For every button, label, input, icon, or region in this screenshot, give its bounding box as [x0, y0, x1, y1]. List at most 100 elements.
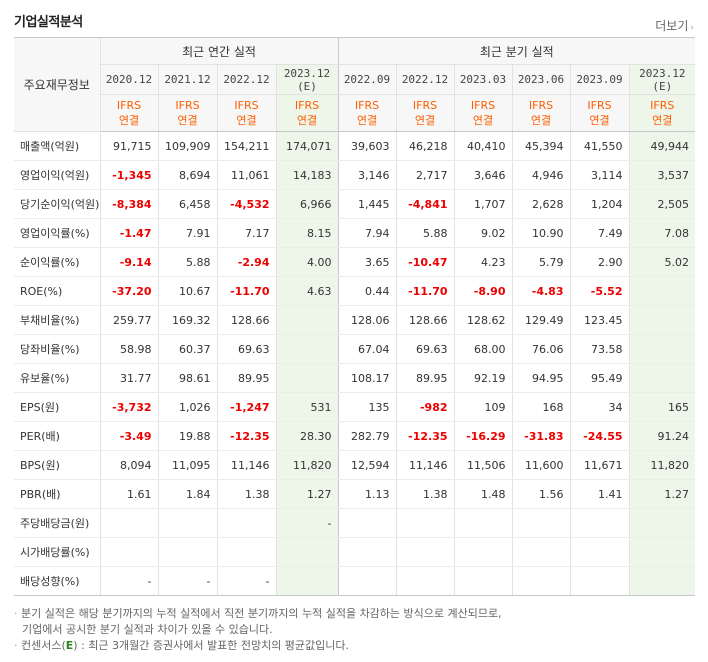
- table-cell: [337, 566, 396, 596]
- table-cell: [395, 537, 454, 567]
- table-row: 시가배당률(%): [14, 537, 696, 567]
- more-label: 더보기: [655, 19, 689, 33]
- table-cell: 6,458: [157, 189, 217, 219]
- table-cell: 11,146: [395, 450, 454, 480]
- table-cell: [157, 537, 217, 567]
- chevron-right-icon: ›: [690, 23, 694, 33]
- section-title: 기업실적분석: [14, 15, 83, 30]
- table-cell: 41,550: [569, 131, 629, 161]
- row-label: 유보율(%): [14, 363, 100, 393]
- table-cell: 11,146: [216, 450, 276, 480]
- table-cell: [275, 566, 338, 596]
- table-cell: [275, 363, 338, 393]
- period-header: 2022.12: [216, 64, 276, 95]
- table-cell: 7.17: [216, 218, 276, 248]
- table-cell: 91,715: [99, 131, 158, 161]
- table-cell: -8,384: [99, 189, 158, 219]
- table-cell: 11,061: [216, 160, 276, 190]
- table-cell: 128.66: [395, 305, 454, 335]
- period-header: 2023.09: [569, 64, 629, 95]
- table-row: EPS(원) -3,732 1,026 -1,247 531 135 -982 109 168 3…: [14, 392, 696, 422]
- table-cell: 5.88: [395, 218, 454, 248]
- table-cell: [511, 566, 570, 596]
- table-cell: 4.23: [453, 247, 512, 277]
- table-cell: 154,211: [216, 131, 276, 161]
- table-cell: 46,218: [395, 131, 454, 161]
- table-cell: 168: [511, 392, 570, 422]
- table-cell: [628, 334, 696, 364]
- table-cell: 1.27: [275, 479, 338, 509]
- period-header: 2022.09: [337, 64, 396, 95]
- table-cell: -9.14: [99, 247, 158, 277]
- table-cell: -5.52: [569, 276, 629, 306]
- table-cell: 259.77: [99, 305, 158, 335]
- table-cell: -11.70: [216, 276, 276, 306]
- table-cell: 31.77: [99, 363, 158, 393]
- table-cell: -4,841: [395, 189, 454, 219]
- table-row: 영업이익(억원) -1,345 8,694 11,061 14,183 3,146 2,71…: [14, 160, 696, 190]
- row-label: 당기순이익(억원): [14, 189, 100, 219]
- table-cell: 1.13: [337, 479, 396, 509]
- table-cell: 7.91: [157, 218, 217, 248]
- table-row: 부채비율(%) 259.77 169.32 128.66 128.06 128.66 128…: [14, 305, 696, 335]
- table-cell: 3,537: [628, 160, 696, 190]
- table-cell: 3,646: [453, 160, 512, 190]
- ifrs-label: IFRS 연결: [99, 94, 158, 132]
- table-cell: 69.63: [216, 334, 276, 364]
- table-cell: 3.65: [337, 247, 396, 277]
- table-cell: 1.38: [395, 479, 454, 509]
- row-label: 영업이익률(%): [14, 218, 100, 248]
- table-cell: 531: [275, 392, 338, 422]
- table-cell: 92.19: [453, 363, 512, 393]
- table-cell: -10.47: [395, 247, 454, 277]
- table-cell: [337, 537, 396, 567]
- row-label: 부채비율(%): [14, 305, 100, 335]
- table-cell: -24.55: [569, 421, 629, 451]
- table-cell: 1,204: [569, 189, 629, 219]
- period-header: 2023.06: [511, 64, 570, 95]
- table-cell: -31.83: [511, 421, 570, 451]
- row-label: ROE(%): [14, 276, 100, 306]
- table-row: ROE(%) -37.20 10.67 -11.70 4.63 0.44 -11.70 -8.…: [14, 276, 696, 306]
- table-cell: -3.49: [99, 421, 158, 451]
- row-label: 영업이익(억원): [14, 160, 100, 190]
- table-cell: 12,594: [337, 450, 396, 480]
- table-row: PER(배) -3.49 19.88 -12.35 28.30 282.79 -12.35-…: [14, 421, 696, 451]
- table-cell: 129.49: [511, 305, 570, 335]
- table-cell: [216, 537, 276, 567]
- table-cell: 4,946: [511, 160, 570, 190]
- table-cell: 2,628: [511, 189, 570, 219]
- table-cell: 10.90: [511, 218, 570, 248]
- row-label: EPS(원): [14, 392, 100, 422]
- table-cell: 1.38: [216, 479, 276, 509]
- estimate-mark: E: [65, 639, 74, 652]
- table-cell: 169.32: [157, 305, 217, 335]
- table-cell: 7.94: [337, 218, 396, 248]
- financial-table: 주요재무정보 최근 연간 실적 최근 분기 실적 2020.12 2021.12 2…: [14, 37, 696, 596]
- table-cell: 128.06: [337, 305, 396, 335]
- row-label: 시가배당률(%): [14, 537, 100, 567]
- table-cell: 8,094: [99, 450, 158, 480]
- more-link[interactable]: 더보기 ›: [655, 17, 694, 34]
- ifrs-label: IFRS 연결: [511, 94, 570, 132]
- table-cell: [99, 537, 158, 567]
- table-cell: [569, 508, 629, 538]
- ifrs-label: IFRS 연결: [216, 94, 276, 132]
- table-cell: 11,671: [569, 450, 629, 480]
- ifrs-label: IFRS 연결: [337, 94, 396, 132]
- row-label: 당좌비율(%): [14, 334, 100, 364]
- ifrs-label: IFRS 연결: [275, 94, 338, 132]
- table-cell: 0.44: [337, 276, 396, 306]
- financial-table-body: 매출액(억원) 91,715 109,909 154,211 174,071 39,603…: [14, 131, 696, 596]
- table-cell: [511, 508, 570, 538]
- table-cell: -37.20: [99, 276, 158, 306]
- table-row: PBR(배) 1.61 1.84 1.38 1.27 1.13 1.38 1.48 1.56 1.…: [14, 479, 696, 509]
- table-cell: -2.94: [216, 247, 276, 277]
- table-cell: 1.41: [569, 479, 629, 509]
- table-cell: 89.95: [395, 363, 454, 393]
- table-cell: 91.24: [628, 421, 696, 451]
- table-cell: 10.67: [157, 276, 217, 306]
- table-cell: [275, 334, 338, 364]
- row-label: PER(배): [14, 421, 100, 451]
- period-header: 2023.12 (E): [628, 64, 696, 95]
